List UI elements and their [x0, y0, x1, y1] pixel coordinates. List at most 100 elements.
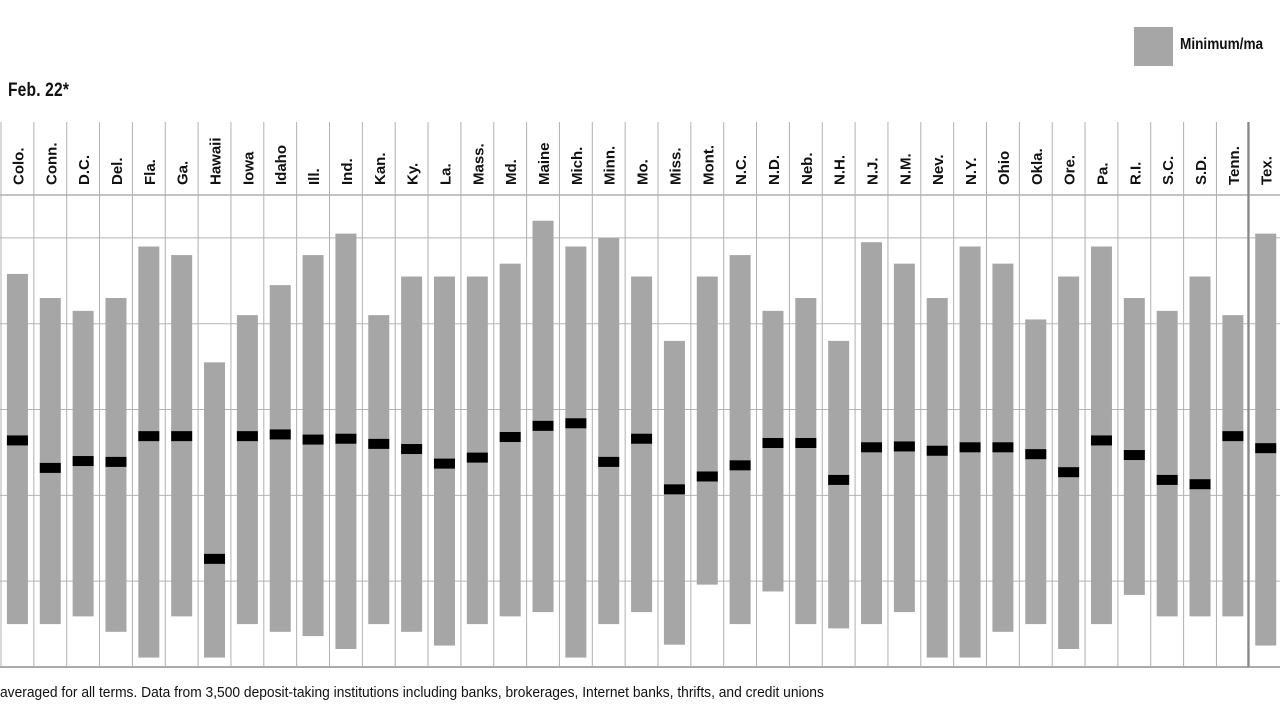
- range-bar-fla: [138, 246, 160, 658]
- state-label: Mo.: [635, 159, 652, 185]
- range-bar-mich: [565, 246, 587, 658]
- range-bar-nd: [762, 310, 784, 592]
- average-marker-fla: [138, 431, 160, 442]
- state-label: Mass.: [470, 143, 487, 185]
- average-marker-del: [105, 456, 127, 467]
- state-label: N.H.: [832, 155, 849, 185]
- average-marker-idaho: [269, 429, 291, 440]
- average-marker-okla: [1025, 449, 1047, 460]
- state-label: N.Y.: [963, 157, 980, 185]
- range-bar-sc: [1156, 310, 1178, 617]
- state-label: Fla.: [142, 159, 159, 185]
- state-label: Tenn.: [1226, 146, 1243, 185]
- state-label: Hawaii: [208, 137, 225, 185]
- state-label: Ga.: [175, 161, 192, 185]
- average-marker-nj: [861, 442, 883, 453]
- range-bar-ri: [1123, 297, 1145, 595]
- range-bar-ky: [401, 276, 423, 632]
- state-label: Ind.: [339, 158, 356, 185]
- footnote: averaged for all terms. Data from 3,500 …: [0, 684, 824, 701]
- average-marker-nd: [762, 438, 784, 449]
- average-marker-md: [499, 432, 521, 443]
- average-marker-iowa: [236, 431, 258, 442]
- range-bar-tenn: [1222, 315, 1244, 617]
- state-label: Ky.: [405, 163, 422, 185]
- range-bar-nc: [729, 255, 751, 625]
- state-label: S.D.: [1193, 156, 1210, 185]
- state-label: Neb.: [799, 152, 816, 185]
- range-bar-nj: [861, 242, 883, 625]
- range-bar-mass: [466, 276, 488, 625]
- average-marker-mass: [466, 452, 488, 463]
- average-marker-hawaii: [204, 553, 226, 564]
- range-bar-okla: [1025, 319, 1047, 625]
- state-label: Idaho: [273, 145, 290, 185]
- range-bar-colo: [6, 273, 28, 625]
- state-label: N.D.: [766, 155, 783, 185]
- average-marker-conn: [39, 462, 61, 473]
- average-marker-kan: [368, 438, 390, 449]
- average-marker-minn: [598, 456, 620, 467]
- state-label: Ohio: [996, 151, 1013, 185]
- legend-label: Minimum/ma: [1180, 36, 1264, 53]
- average-marker-ohio: [992, 442, 1014, 453]
- state-label: Iowa: [240, 151, 257, 185]
- state-label: Mont.: [700, 145, 717, 185]
- state-label: Del.: [109, 157, 126, 185]
- range-bar-idaho: [269, 285, 291, 632]
- state-label: Colo.: [10, 148, 27, 186]
- state-label: Conn.: [43, 143, 60, 186]
- range-bar-mo: [631, 276, 653, 613]
- state-label: Pa.: [1094, 162, 1111, 185]
- average-marker-ny: [959, 442, 981, 453]
- average-marker-mo: [631, 433, 653, 444]
- state-label: Maine: [536, 142, 553, 185]
- average-markers: [6, 418, 1277, 564]
- range-bar-conn: [39, 297, 61, 625]
- range-bar-sd: [1189, 276, 1211, 617]
- average-marker-nev: [926, 445, 948, 456]
- average-marker-dc: [72, 456, 94, 467]
- range-bar-ore: [1058, 276, 1080, 649]
- average-marker-nc: [729, 460, 751, 471]
- range-bar-nev: [926, 297, 948, 658]
- average-marker-ky: [401, 444, 423, 455]
- average-marker-nm: [893, 441, 915, 452]
- range-bar-ill: [302, 255, 324, 637]
- state-label: Nev.: [930, 154, 947, 185]
- range-bar-mont: [696, 276, 718, 585]
- column-dividers: [0, 122, 1250, 667]
- average-marker-ore: [1058, 467, 1080, 478]
- state-label: Ill.: [306, 168, 323, 185]
- state-labels: Colo. Conn. D.C. Del. Fla. Ga. Hawaii Iowa Idaho…: [10, 137, 1275, 185]
- range-bar-tex: [1255, 233, 1277, 646]
- range-bar-nm: [893, 263, 915, 613]
- state-label: Okla.: [1029, 148, 1046, 185]
- average-marker-tenn: [1222, 431, 1244, 442]
- average-marker-sd: [1189, 479, 1211, 490]
- state-label: Tex.: [1259, 156, 1276, 185]
- state-label: Miss.: [667, 147, 684, 185]
- average-marker-ri: [1123, 450, 1145, 461]
- state-label: Md.: [503, 159, 520, 185]
- state-label: Ore.: [1062, 155, 1079, 185]
- average-marker-mich: [565, 418, 587, 429]
- range-bar-kan: [368, 315, 390, 625]
- average-marker-ind: [335, 433, 357, 444]
- legend-swatch: [1134, 27, 1173, 66]
- state-label: S.C.: [1160, 156, 1177, 185]
- state-label: La.: [437, 163, 454, 185]
- state-label: R.I.: [1127, 162, 1144, 185]
- average-marker-miss: [663, 484, 685, 495]
- state-label: N.M.: [897, 153, 914, 185]
- range-bar-minn: [598, 237, 620, 625]
- average-marker-nh: [828, 474, 850, 485]
- average-marker-mont: [696, 471, 718, 482]
- state-label: Mich.: [569, 147, 586, 185]
- range-bar-iowa: [236, 315, 258, 625]
- range-bar-neb: [795, 297, 817, 625]
- average-marker-tex: [1255, 443, 1277, 454]
- average-marker-sc: [1156, 474, 1178, 485]
- average-marker-la: [433, 458, 455, 469]
- state-label: N.C.: [733, 155, 750, 185]
